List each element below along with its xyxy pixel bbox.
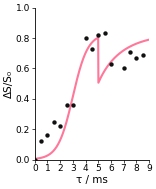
Point [122, 67, 125, 70]
Point [34, 158, 36, 161]
Point [129, 50, 131, 53]
Point [103, 32, 106, 35]
Y-axis label: ΔS/S₀: ΔS/S₀ [4, 70, 14, 98]
Point [40, 140, 42, 143]
Point [110, 62, 112, 65]
Point [53, 120, 55, 123]
Point [59, 125, 61, 128]
Point [65, 103, 68, 106]
Point [141, 53, 144, 56]
Point [72, 103, 74, 106]
Point [97, 33, 100, 36]
Point [84, 36, 87, 40]
Point [91, 47, 93, 50]
Point [135, 56, 138, 59]
Point [46, 134, 49, 137]
X-axis label: τ / ms: τ / ms [76, 175, 108, 185]
